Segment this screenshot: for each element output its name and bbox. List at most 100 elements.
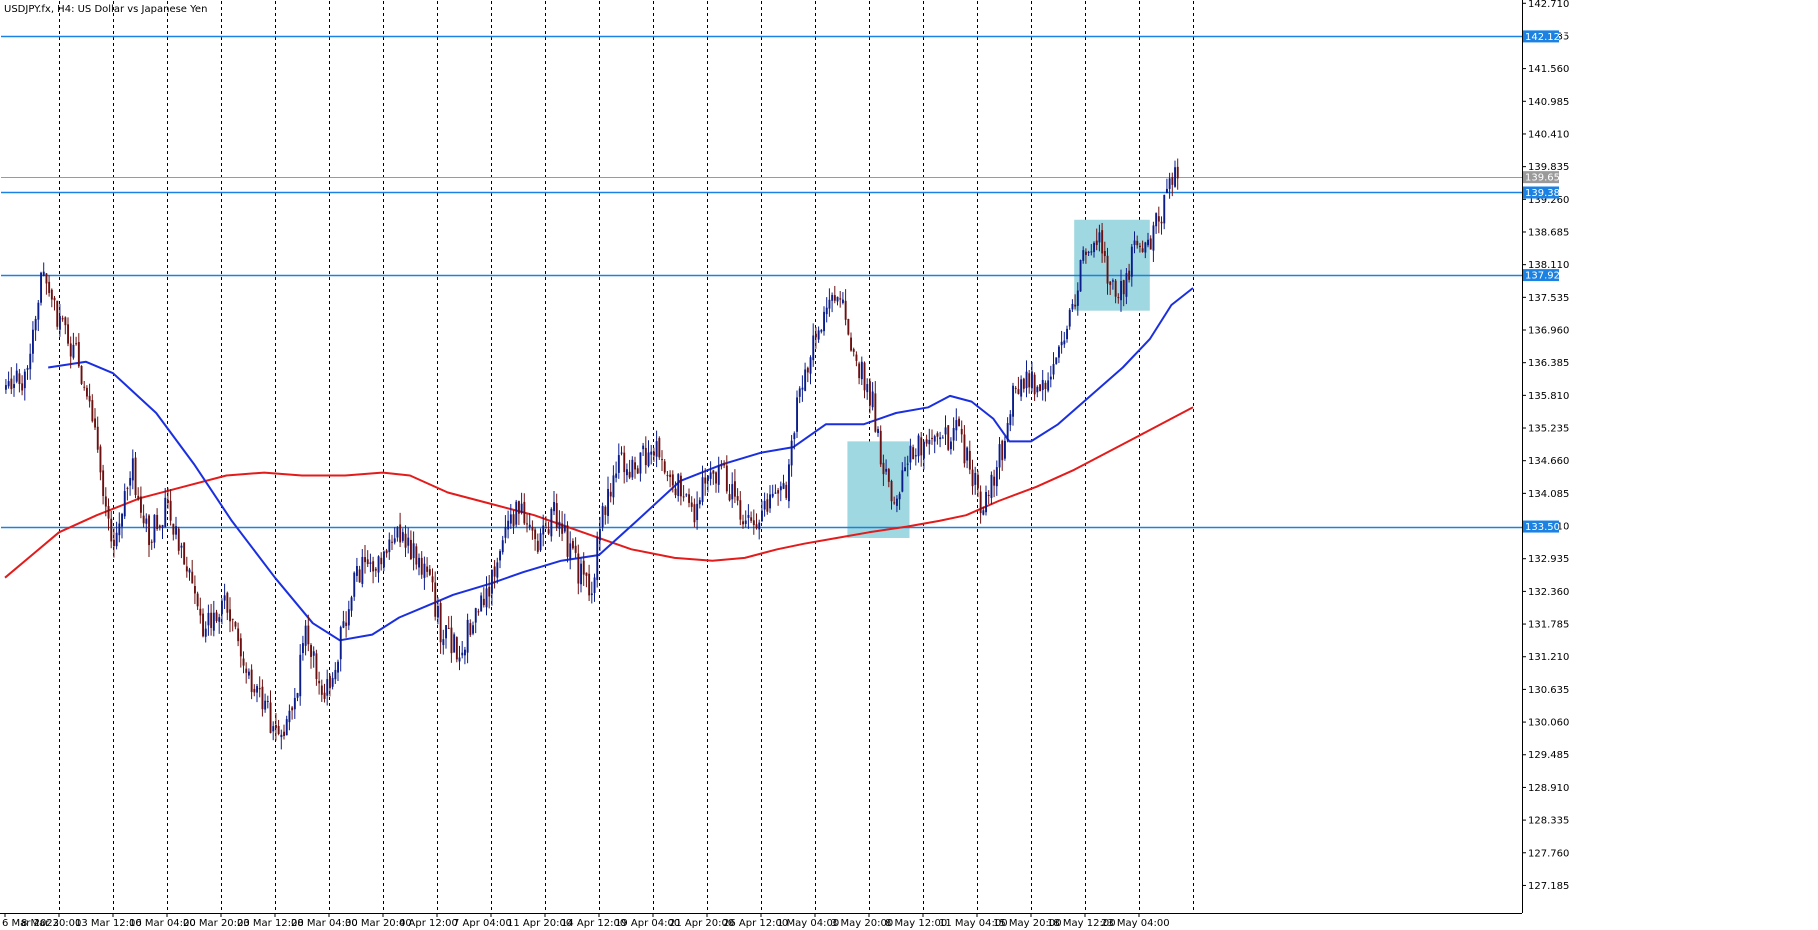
x-tick-label: 18 May 12:00 (1047, 918, 1116, 929)
candle-down (1014, 386, 1017, 394)
candle-body (391, 541, 393, 543)
candle-up (474, 607, 477, 634)
candle-body (80, 365, 83, 384)
candle-body (663, 461, 666, 473)
candle-body (1036, 386, 1039, 393)
candle-up (650, 444, 653, 465)
y-tick-label: 136.960 (1528, 326, 1569, 337)
candle-body (280, 734, 283, 738)
candle-down (971, 459, 974, 495)
candle-down (712, 469, 715, 485)
candle-body (94, 418, 96, 428)
candle-body (836, 296, 839, 302)
candle-down (979, 485, 982, 524)
candle-body (383, 551, 385, 568)
candle-up (631, 456, 634, 480)
candle-body (334, 669, 337, 680)
candle-up (836, 296, 839, 306)
candle-down (850, 332, 852, 352)
candle-body (874, 393, 877, 432)
x-tick-label: 14 Apr 12:00 (561, 918, 626, 929)
candle-up (388, 532, 391, 560)
x-tick-label: 15 May 20:00 (993, 918, 1062, 929)
candle-body (223, 595, 226, 601)
candle-body (1044, 382, 1047, 389)
candle-body (493, 566, 496, 577)
candle-up (491, 569, 493, 606)
candle-down (839, 290, 842, 308)
y-tick-label: 130.635 (1528, 685, 1569, 696)
candle-down (194, 575, 196, 605)
candle-body (523, 501, 526, 524)
candle-down (1044, 380, 1047, 402)
candle-down (94, 408, 96, 431)
candle-up (707, 475, 709, 493)
candle-body (1109, 281, 1112, 285)
candle-up (496, 557, 499, 584)
candle-body (177, 528, 180, 551)
level-labels: 142.127 139.380 137.926 133.501 139.650 (1523, 30, 1566, 533)
candle-down (148, 514, 150, 558)
candle-up (804, 362, 807, 392)
candle-up (1090, 244, 1093, 256)
candle-up (569, 531, 572, 570)
candle-body (607, 488, 609, 516)
x-tick-label: 11 May 04:00 (939, 918, 1008, 929)
candle-down (663, 458, 666, 475)
candle-body (982, 510, 985, 515)
candle-body (296, 693, 299, 698)
candle-body (142, 515, 145, 524)
candle-body (509, 514, 512, 524)
candle-body (1039, 384, 1041, 392)
candle-body (563, 525, 566, 532)
candle-up (40, 271, 42, 306)
candle-body (518, 501, 520, 514)
y-tick-label: 135.810 (1528, 391, 1569, 402)
candle-down (720, 460, 723, 470)
candle-body (369, 562, 372, 564)
candle-up (285, 715, 288, 736)
chart-title: USDJPY.fx, H4: US Dollar vs Japanese Yen (4, 4, 207, 15)
candle-body (658, 438, 661, 458)
candle-up (871, 382, 874, 411)
candle-body (339, 627, 342, 660)
candle-body (933, 436, 936, 442)
candle-down (653, 447, 655, 462)
candle-body (161, 525, 164, 528)
candle-body (472, 625, 474, 634)
candle-body (558, 521, 561, 529)
candle-up (393, 527, 396, 545)
candle-up (914, 448, 917, 466)
candle-body (653, 451, 655, 456)
candle-body (779, 486, 782, 491)
candle-body (923, 442, 925, 459)
candle-body (48, 281, 51, 294)
candle-body (847, 318, 850, 335)
candle-up (466, 613, 469, 664)
candle-body (950, 441, 952, 450)
candle-down (1109, 281, 1112, 296)
candle-down (742, 514, 744, 529)
candle-body (320, 685, 323, 695)
candle-down (855, 351, 858, 367)
candle-up (115, 521, 118, 550)
candle-body (804, 369, 807, 391)
candle-down (261, 679, 264, 717)
candle-body (447, 627, 450, 629)
candle-down (545, 516, 547, 529)
candle-up (501, 535, 504, 555)
candle-body (104, 496, 107, 507)
candle-up (23, 368, 26, 401)
candle-down (21, 375, 24, 396)
candle-body (666, 475, 669, 477)
candle-body (396, 527, 399, 538)
candle-down (358, 565, 361, 583)
candle-up (123, 483, 126, 519)
candle-down (993, 469, 996, 498)
level-label-box (1523, 186, 1559, 199)
x-tick-label: 6 Mar 2023 (2, 918, 59, 929)
level-label: 142.127 (1525, 32, 1566, 43)
candle-body (617, 455, 620, 473)
